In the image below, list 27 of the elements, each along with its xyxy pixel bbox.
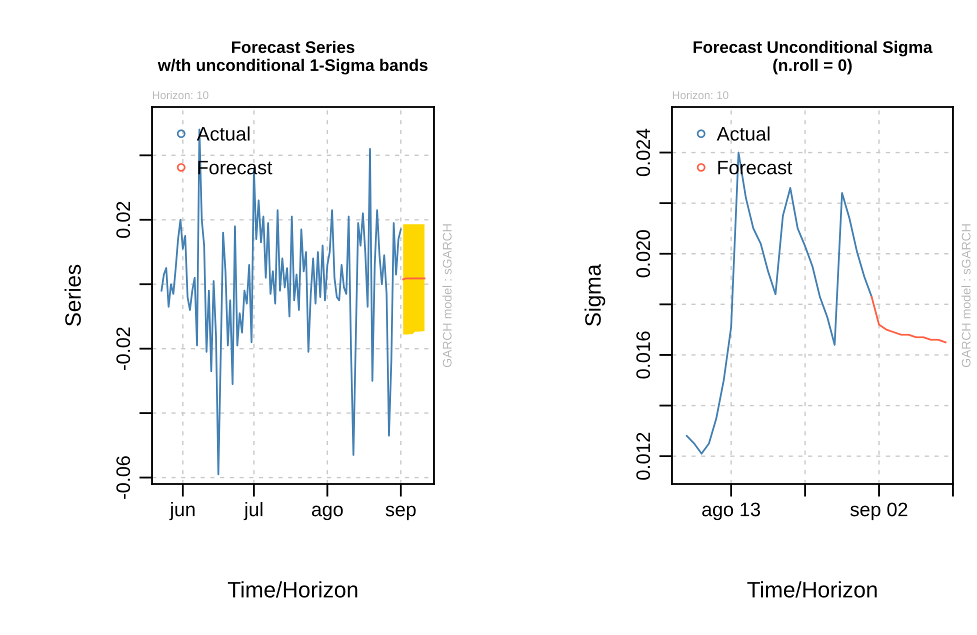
x-tick-label: jun: [169, 502, 195, 520]
chart-title: Forecast Series w/th unconditional 1-Sigma bands: [158, 40, 428, 74]
x-tick-label: jul: [244, 502, 262, 520]
text: Horizon: 10: [152, 90, 208, 100]
x-tick-label: ago 13: [702, 502, 760, 520]
y-tick-label: 0.012: [636, 432, 650, 480]
x-tick-label: sep: [386, 506, 416, 520]
legend-label: Actual: [716, 126, 770, 141]
chart-title: Forecast Unconditional Sigma (n.roll = 0): [694, 40, 933, 74]
y-tick-label: 0.024: [636, 128, 650, 176]
text: GARCH model : sGARCH: [442, 224, 452, 368]
text: Horizon: 10: [672, 90, 728, 100]
y-tick-label: -0.06: [116, 456, 130, 499]
y-axis-title: Sigma: [584, 264, 606, 326]
text: GARCH model : sGARCH: [961, 224, 971, 368]
line-series: [686, 152, 873, 455]
x-tick-label: sep 02: [850, 502, 908, 520]
y-tick-label: 0.020: [636, 230, 650, 278]
x-axis-title: Time/Horizon: [228, 581, 358, 598]
y-axis-title: Series: [64, 264, 81, 326]
line-series: [870, 296, 946, 344]
y-tick-label: 0.016: [636, 331, 650, 379]
y-tick-label: -0.02: [116, 327, 130, 370]
y-tick-label: 0.02: [116, 202, 130, 238]
x-tick-label: ago: [312, 506, 343, 520]
x-axis-title: Time/Horizon: [747, 581, 877, 598]
line-series: [160, 128, 402, 476]
